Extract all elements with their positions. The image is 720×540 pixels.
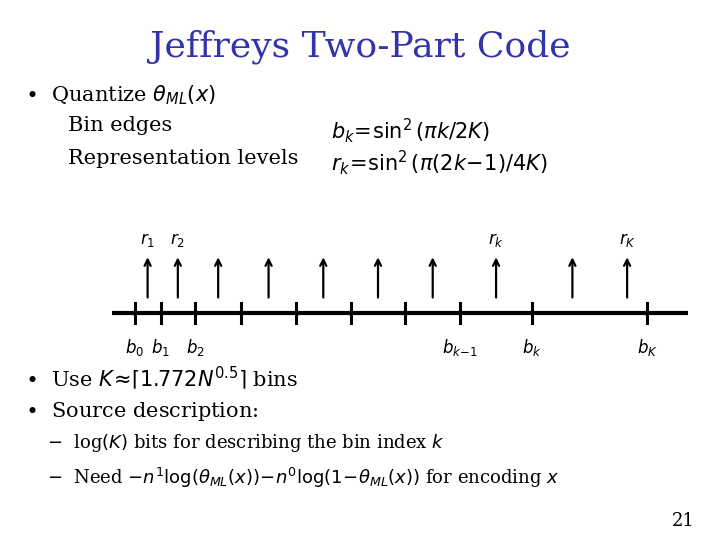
Text: $r_K$: $r_K$ [618, 231, 636, 249]
Text: $-$  Need $-n^1\log(\theta_{\mathit{ML}}(x))\!-\!n^0\log(1\!-\!\theta_{\mathit{M: $-$ Need $-n^1\log(\theta_{\mathit{ML}}(… [47, 465, 559, 490]
Text: $\bullet$  Use $K\!\approx\!\lceil 1.772N^{0.5} \rceil$ bins: $\bullet$ Use $K\!\approx\!\lceil 1.772N… [25, 364, 298, 392]
Text: $r_k$: $r_k$ [488, 231, 504, 249]
Text: Representation levels: Representation levels [68, 148, 299, 167]
Text: $-$  log$(K)$ bits for describing the bin index $k$: $-$ log$(K)$ bits for describing the bin… [47, 432, 444, 454]
Text: $\bullet$  Quantize $\theta_{\mathit{ML}}(x)$: $\bullet$ Quantize $\theta_{\mathit{ML}}… [25, 84, 216, 107]
Text: $r_k\!=\!\sin^2(\pi(2k\!-\!1)/4K)$: $r_k\!=\!\sin^2(\pi(2k\!-\!1)/4K)$ [331, 148, 548, 177]
Text: 21: 21 [672, 512, 695, 530]
Text: Jeffreys Two-Part Code: Jeffreys Two-Part Code [150, 30, 570, 64]
Text: $b_2$: $b_2$ [186, 338, 204, 359]
Text: $b_K$: $b_K$ [636, 338, 658, 359]
Text: $r_1$: $r_1$ [140, 231, 156, 249]
Text: $b_1$: $b_1$ [151, 338, 170, 359]
Text: $b_k\!=\!\sin^2(\pi k/2K)$: $b_k\!=\!\sin^2(\pi k/2K)$ [331, 116, 490, 145]
Text: $\bullet$  Source description:: $\bullet$ Source description: [25, 400, 258, 423]
Text: $b_{k\!-\!1}$: $b_{k\!-\!1}$ [442, 338, 478, 359]
Text: $b_k$: $b_k$ [522, 338, 542, 359]
Text: $r_2$: $r_2$ [171, 231, 185, 249]
Text: $b_0$: $b_0$ [125, 338, 144, 359]
Text: Bin edges: Bin edges [68, 116, 173, 135]
